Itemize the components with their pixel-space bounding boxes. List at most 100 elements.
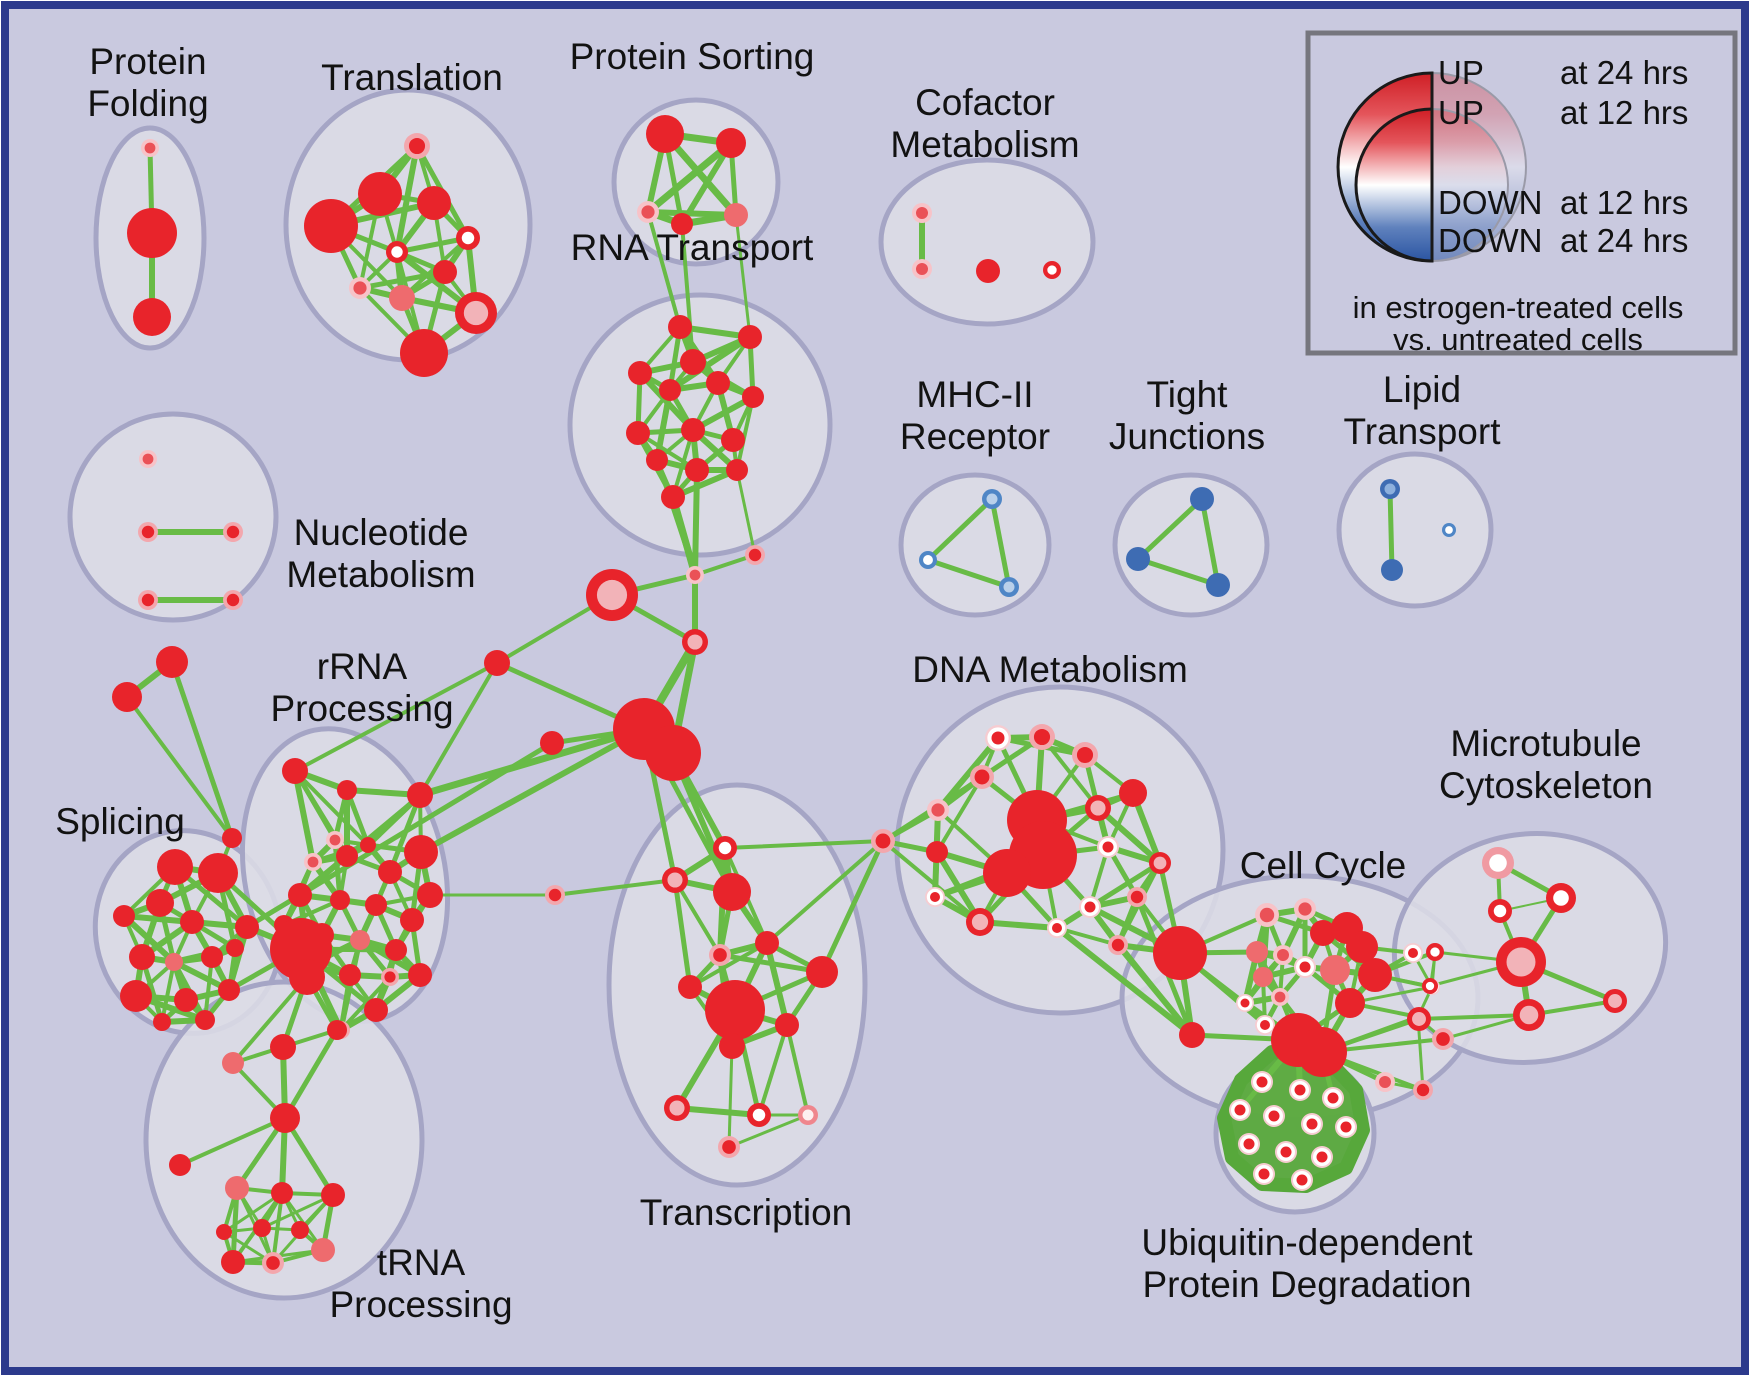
trna-node-6[interactable] — [271, 1182, 293, 1204]
rna_transport-node-1[interactable] — [738, 325, 762, 349]
rrna-node-2[interactable] — [407, 782, 433, 808]
mhc-node-0[interactable] — [982, 489, 1002, 509]
splicing-node-11[interactable] — [174, 988, 198, 1012]
rna_transport-node-10[interactable] — [646, 449, 668, 471]
rna_transport-node-13[interactable] — [661, 485, 685, 509]
backbone-node-5[interactable] — [645, 725, 701, 781]
rrna-node-13[interactable] — [400, 908, 424, 932]
dna-node-19[interactable] — [1153, 926, 1207, 980]
protein_folding-node-2[interactable] — [133, 298, 171, 336]
transcription-node-12[interactable] — [798, 1105, 818, 1125]
microtubule-node-4[interactable] — [1422, 978, 1438, 994]
trna-node-13[interactable] — [311, 1238, 335, 1262]
ubiquitin-node-7[interactable] — [1238, 1133, 1260, 1155]
dna-node-20[interactable] — [1179, 1022, 1205, 1048]
trna-node-7[interactable] — [321, 1183, 345, 1207]
nucleotide-node-2[interactable] — [223, 522, 243, 542]
translation-node-3[interactable] — [417, 186, 451, 220]
splicing-node-9[interactable] — [226, 939, 244, 957]
transcription-node-13[interactable] — [718, 1136, 740, 1158]
rrna-node-16[interactable] — [350, 930, 370, 950]
cell_cycle-node-21[interactable] — [1413, 1080, 1433, 1100]
splicing-node-7[interactable] — [165, 953, 183, 971]
microtubule-node-2[interactable] — [1488, 899, 1512, 923]
ubiquitin-node-9[interactable] — [1311, 1146, 1333, 1168]
cofactor-node-2[interactable] — [976, 259, 1000, 283]
trna-node-1[interactable] — [327, 1020, 347, 1040]
protein_sorting-node-1[interactable] — [716, 128, 746, 158]
splicing_triangle-node-1[interactable] — [112, 682, 142, 712]
transcription-node-11[interactable] — [747, 1103, 771, 1127]
backbone-node-6[interactable] — [540, 731, 564, 755]
cell_cycle-node-2[interactable] — [1310, 920, 1336, 946]
translation-node-4[interactable] — [386, 241, 408, 263]
lipid-node-2[interactable] — [1442, 523, 1456, 537]
backbone-node-3[interactable] — [682, 629, 708, 655]
dna-node-18[interactable] — [1108, 935, 1128, 955]
splicing-node-2[interactable] — [146, 889, 174, 917]
backbone-node-9[interactable] — [545, 885, 565, 905]
dna-node-12[interactable] — [1149, 852, 1171, 874]
nucleotide-node-0[interactable] — [139, 450, 157, 468]
protein_sorting-node-3[interactable] — [671, 213, 693, 235]
rna_transport-node-12[interactable] — [726, 459, 748, 481]
rna_transport-node-7[interactable] — [681, 418, 705, 442]
backbone-node-1[interactable] — [586, 569, 638, 621]
microtubule-node-5[interactable] — [1496, 937, 1546, 987]
cell_cycle-node-0[interactable] — [1255, 903, 1279, 927]
mhc-node-1[interactable] — [919, 551, 937, 569]
cell_cycle-node-9[interactable] — [1294, 956, 1316, 978]
microtubule-node-1[interactable] — [1546, 883, 1576, 913]
translation-node-10[interactable] — [400, 329, 448, 377]
backbone-node-8[interactable] — [871, 829, 895, 853]
translation-node-6[interactable] — [433, 260, 457, 284]
splicing-node-13[interactable] — [153, 1013, 171, 1031]
nucleotide-node-4[interactable] — [223, 590, 243, 610]
rrna-node-9[interactable] — [417, 882, 443, 908]
tight-node-1[interactable] — [1126, 547, 1150, 571]
trna-node-0[interactable] — [270, 1034, 296, 1060]
rna_transport-node-9[interactable] — [721, 428, 745, 452]
cell_cycle-node-16[interactable] — [1335, 988, 1365, 1018]
dna-node-3[interactable] — [970, 765, 994, 789]
translation-node-1[interactable] — [358, 172, 402, 216]
ubiquitin-node-10[interactable] — [1253, 1163, 1275, 1185]
dna-node-4[interactable] — [927, 799, 949, 821]
microtubule-node-8[interactable] — [1407, 1007, 1431, 1031]
rrna-node-10[interactable] — [288, 883, 312, 907]
dna-node-16[interactable] — [966, 908, 994, 936]
dna-node-15[interactable] — [1047, 918, 1067, 938]
transcription-node-0[interactable] — [713, 836, 737, 860]
tight-node-2[interactable] — [1206, 573, 1230, 597]
trna-node-3[interactable] — [270, 1103, 300, 1133]
splicing-node-8[interactable] — [201, 946, 223, 968]
ubiquitin-node-6[interactable] — [1335, 1116, 1357, 1138]
backbone-node-7[interactable] — [484, 650, 510, 676]
junction-node-1[interactable] — [289, 959, 325, 995]
cell_cycle-node-6[interactable] — [1358, 958, 1392, 992]
dna-node-6[interactable] — [926, 841, 948, 863]
transcription-node-4[interactable] — [709, 944, 731, 966]
microtubule-node-3[interactable] — [1426, 943, 1444, 961]
cofactor-node-0[interactable] — [912, 203, 932, 223]
rna_transport-node-3[interactable] — [628, 361, 652, 385]
rrna-node-11[interactable] — [330, 890, 350, 910]
cofactor-node-1[interactable] — [912, 259, 932, 279]
transcription-node-9[interactable] — [719, 1033, 745, 1059]
splicing-node-5[interactable] — [235, 915, 259, 939]
microtubule-node-6[interactable] — [1513, 999, 1545, 1031]
rrna-node-20[interactable] — [381, 968, 399, 986]
cell_cycle-node-5[interactable] — [1320, 955, 1350, 985]
dna-node-2[interactable] — [1072, 742, 1098, 768]
rna_transport-node-5[interactable] — [659, 379, 681, 401]
rna_transport-node-11[interactable] — [685, 458, 709, 482]
splicing-node-0[interactable] — [157, 849, 193, 885]
transcription-node-5[interactable] — [806, 956, 838, 988]
protein_folding-node-0[interactable] — [141, 139, 159, 157]
splicing-node-4[interactable] — [180, 910, 204, 934]
protein_sorting-node-2[interactable] — [637, 201, 659, 223]
cell_cycle-node-10[interactable] — [1253, 967, 1273, 987]
dna-node-7[interactable] — [1085, 795, 1111, 821]
rna_transport-node-2[interactable] — [680, 349, 706, 375]
ubiquitin-node-2[interactable] — [1322, 1087, 1344, 1109]
